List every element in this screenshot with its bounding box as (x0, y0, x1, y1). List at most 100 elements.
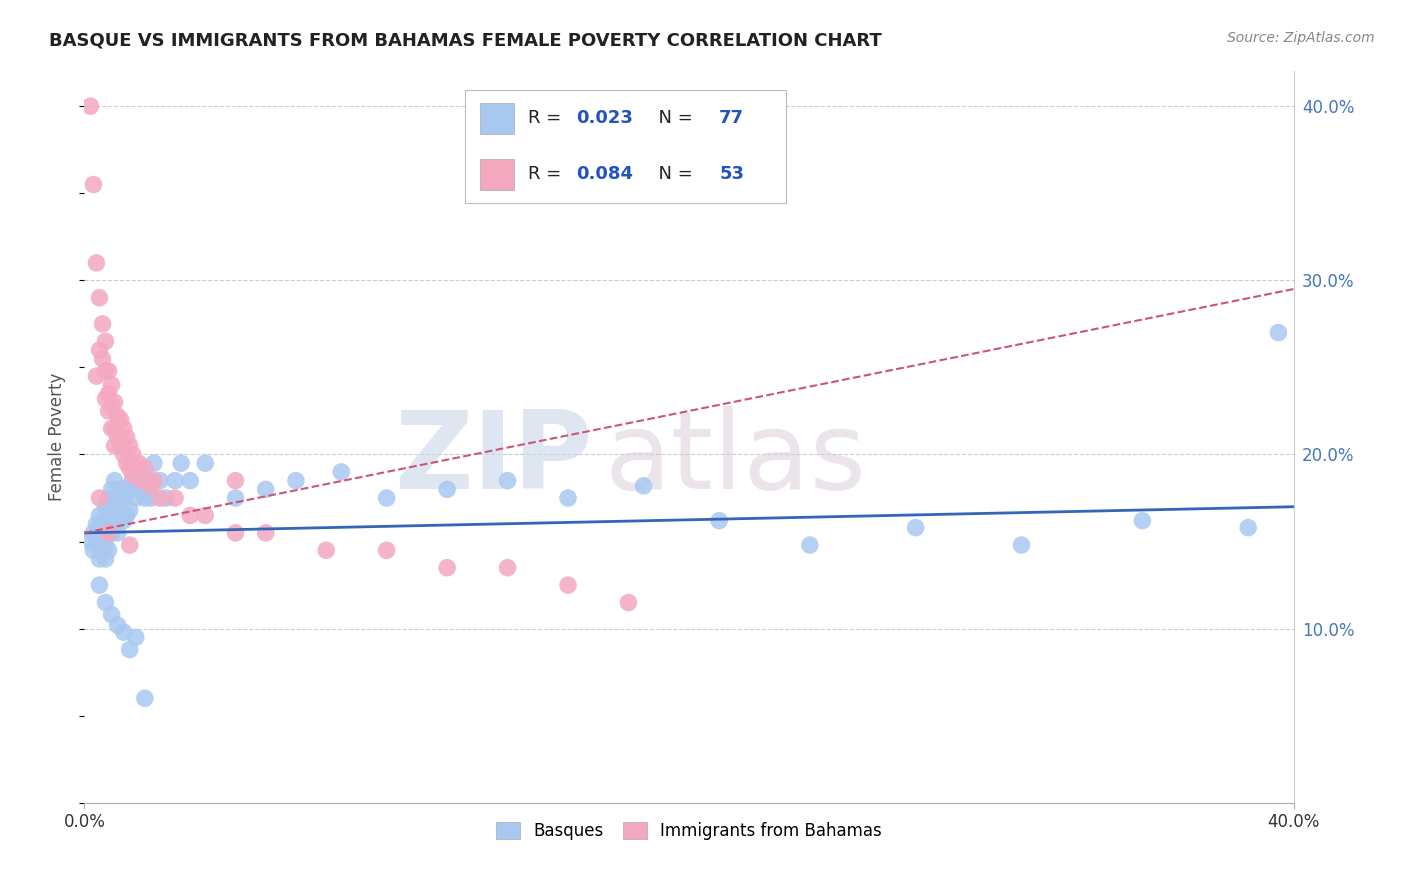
Point (110, 483, 132, 497)
Point (315, 543, 337, 558)
Point (799, 538, 821, 552)
Point (1011, 538, 1033, 552)
Point (110, 508, 132, 523)
Point (557, 578, 579, 592)
Point (94, 521, 117, 535)
Point (97, 525, 120, 540)
Point (375, 543, 398, 558)
Point (118, 538, 141, 552)
Point (225, 491, 247, 505)
Point (97, 543, 120, 558)
Point (179, 508, 201, 523)
Point (496, 560, 519, 574)
Point (118, 461, 141, 475)
Text: Source: ZipAtlas.com: Source: ZipAtlas.com (1227, 31, 1375, 45)
Point (118, 439, 141, 453)
Point (107, 618, 129, 632)
Point (94, 364, 117, 378)
Point (104, 421, 127, 435)
Point (91, 543, 114, 558)
Point (82, 543, 104, 558)
Point (107, 491, 129, 505)
Point (97, 404, 120, 418)
Point (86, 517, 108, 532)
Point (128, 456, 150, 470)
Point (79, 534, 101, 549)
FancyBboxPatch shape (479, 159, 513, 190)
Point (115, 430, 138, 444)
Point (254, 525, 277, 540)
Point (89, 578, 111, 592)
Text: N =: N = (647, 166, 699, 184)
Point (115, 456, 138, 470)
Point (155, 491, 177, 505)
Point (94, 552, 117, 566)
Point (142, 456, 165, 470)
Point (89, 508, 111, 523)
Point (100, 607, 122, 622)
Point (110, 412, 132, 426)
Point (89, 491, 111, 505)
Point (121, 468, 143, 483)
Point (100, 525, 122, 540)
Point (91, 351, 114, 366)
Point (104, 439, 127, 453)
Point (1237, 521, 1260, 535)
Point (110, 439, 132, 453)
Point (112, 514, 135, 528)
Text: 53: 53 (720, 166, 744, 184)
Point (86, 369, 108, 384)
Point (91, 317, 114, 331)
Point (86, 538, 108, 552)
Point (79, 99, 101, 113)
Point (131, 474, 153, 488)
Point (112, 448, 135, 462)
Point (97, 491, 120, 505)
Y-axis label: Female Poverty: Female Poverty (48, 373, 66, 501)
Point (128, 483, 150, 497)
Point (107, 409, 129, 424)
Point (97, 525, 120, 540)
Point (100, 421, 122, 435)
Point (82, 525, 104, 540)
Point (125, 631, 148, 645)
Point (225, 474, 247, 488)
Point (112, 491, 135, 505)
Point (89, 343, 111, 357)
Point (89, 521, 111, 535)
Point (104, 395, 127, 409)
Point (149, 491, 172, 505)
Point (134, 691, 156, 706)
Point (104, 496, 127, 510)
Point (633, 479, 655, 493)
Point (94, 334, 117, 349)
Point (100, 377, 122, 392)
Point (94, 595, 117, 609)
Point (375, 491, 398, 505)
Point (436, 483, 458, 497)
Text: 0.084: 0.084 (576, 166, 634, 184)
Point (97, 386, 120, 401)
Point (149, 474, 172, 488)
Point (91, 525, 114, 540)
Text: atlas: atlas (605, 406, 866, 512)
Point (100, 399, 122, 413)
Point (136, 474, 159, 488)
Point (107, 508, 129, 523)
Point (94, 538, 117, 552)
Point (179, 474, 201, 488)
Point (330, 465, 353, 479)
Point (142, 474, 165, 488)
Text: N =: N = (647, 109, 699, 128)
Point (94, 392, 117, 406)
Point (557, 491, 579, 505)
Point (125, 491, 148, 505)
Point (104, 474, 127, 488)
Point (1130, 514, 1153, 528)
Point (496, 474, 519, 488)
Point (86, 256, 108, 270)
Point (107, 430, 129, 444)
Point (97, 508, 120, 523)
Point (121, 448, 143, 462)
Point (86, 531, 108, 545)
